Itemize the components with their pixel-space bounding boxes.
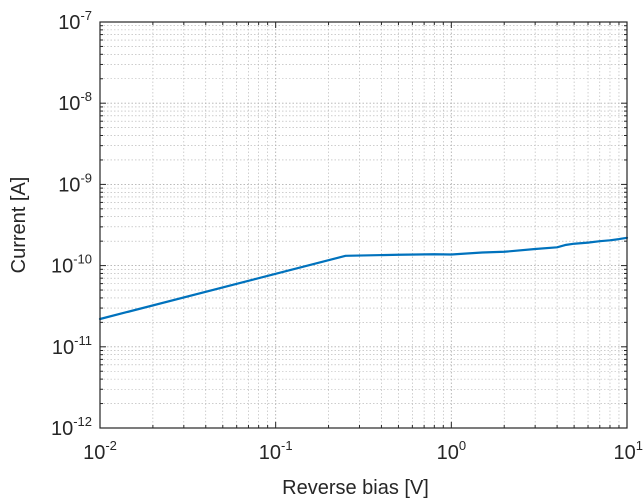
x-tick-label-exponent: -2 (105, 438, 117, 453)
x-tick-label-exponent: 0 (459, 438, 466, 453)
y-tick-label-base: 10 (51, 256, 73, 278)
y-tick-label: 10-8 (58, 89, 92, 115)
y-tick-label-exponent: -9 (80, 170, 92, 185)
x-tick-label-exponent: -1 (281, 438, 293, 453)
ticks (99, 21, 628, 429)
y-tick-label-exponent: -8 (80, 89, 92, 104)
x-tick-label: 10-2 (83, 438, 117, 464)
y-tick-label-exponent: -10 (73, 252, 92, 267)
y-axis-label: Current [A] (8, 177, 30, 274)
x-tick-label-base: 10 (614, 442, 636, 464)
y-tick-label-base: 10 (51, 418, 73, 440)
y-tick-label: 10-10 (51, 252, 92, 278)
y-tick-label-base: 10 (52, 337, 74, 359)
y-tick-label: 10-9 (58, 170, 92, 196)
tick-labels: 10-2 10-1 100 10110-1210-1110-1010-910-810-… (51, 8, 643, 464)
x-tick-label-base: 10 (83, 442, 105, 464)
x-axis-label: Reverse bias [V] (282, 477, 429, 499)
y-tick-label: 10-7 (58, 8, 92, 34)
y-tick-label-base: 10 (58, 174, 80, 196)
x-tick-label: 101 (614, 438, 643, 464)
y-tick-label-exponent: -12 (73, 414, 92, 429)
axes-box (99, 21, 628, 429)
series-line (98, 236, 629, 321)
x-tick-label-exponent: 1 (636, 438, 643, 453)
y-tick-label-base: 10 (58, 12, 80, 34)
x-tick-label-base: 10 (259, 442, 281, 464)
y-tick-label-base: 10 (58, 93, 80, 115)
series-layer (98, 236, 629, 321)
y-tick-label: 10-11 (52, 333, 92, 359)
x-tick-label-base: 10 (437, 442, 459, 464)
y-tick-label-exponent: -11 (74, 333, 92, 348)
x-tick-label: 100 (437, 438, 466, 464)
grid (99, 21, 628, 429)
x-tick-label: 10-1 (259, 438, 293, 464)
y-tick-label-exponent: -7 (80, 8, 92, 23)
y-tick-label: 10-12 (51, 414, 92, 440)
